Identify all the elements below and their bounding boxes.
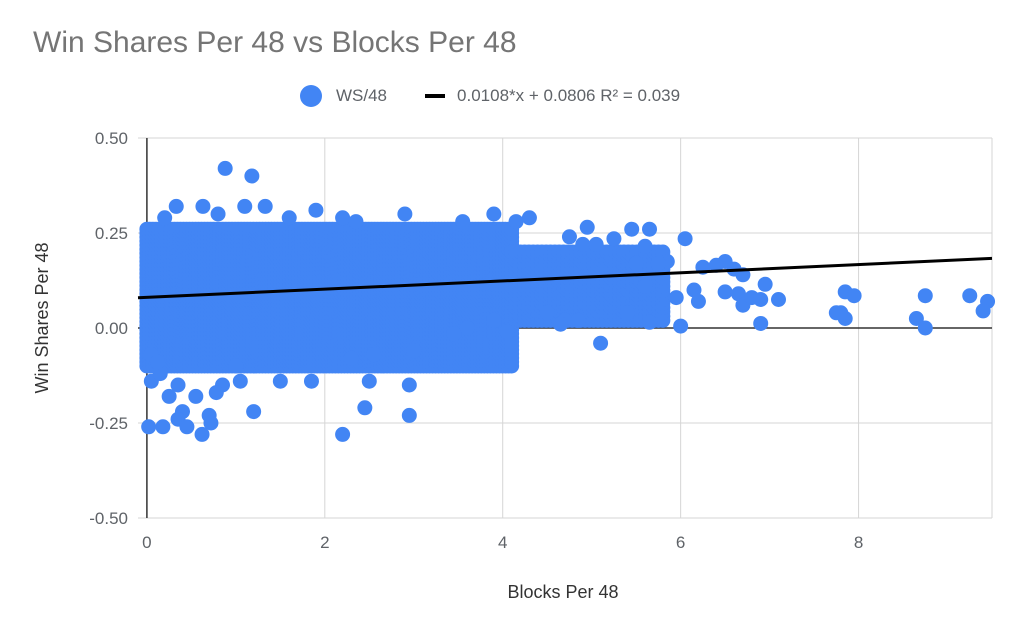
data-point (348, 214, 364, 230)
data-point (303, 373, 319, 389)
data-point (232, 373, 248, 389)
data-point (753, 292, 769, 307)
data-point (650, 255, 666, 271)
data-point (401, 407, 417, 423)
data-point (717, 284, 733, 300)
data-point (757, 276, 773, 292)
data-point (406, 343, 422, 359)
data-point (150, 354, 166, 370)
legend-label-ws48: WS/48 (336, 86, 388, 105)
data-point (244, 168, 260, 184)
data-point (642, 221, 658, 237)
chart-title: Win Shares Per 48 vs Blocks Per 48 (33, 26, 517, 59)
data-point (366, 347, 382, 363)
y-tick-label: 0.00 (95, 319, 128, 338)
data-point (141, 419, 157, 435)
data-point (335, 210, 351, 226)
x-tick-label: 0 (142, 533, 151, 552)
data-point (157, 210, 173, 226)
data-points (139, 160, 996, 442)
y-axis-title: Win Shares Per 48 (32, 242, 52, 393)
x-axis-title: Blocks Per 48 (507, 582, 618, 602)
data-point (539, 305, 555, 321)
data-point (228, 358, 244, 374)
data-point (188, 388, 204, 404)
data-point (397, 206, 413, 222)
data-point (401, 377, 417, 393)
data-point (361, 373, 377, 389)
legend-label-trendline: 0.0108*x + 0.0806 R² = 0.039 (457, 86, 681, 105)
data-point (570, 312, 586, 328)
data-point (155, 419, 171, 435)
data-point (521, 210, 537, 226)
data-point (637, 238, 653, 254)
data-point (486, 312, 502, 328)
x-tick-label: 8 (854, 533, 863, 552)
data-point (837, 311, 853, 326)
data-point (499, 324, 515, 340)
data-point (455, 214, 471, 230)
x-tick-label: 6 (676, 533, 685, 552)
data-point (917, 320, 933, 336)
data-point (917, 288, 933, 304)
data-point (962, 288, 978, 304)
data-point (217, 160, 233, 176)
data-point (606, 231, 622, 247)
data-point (628, 255, 644, 271)
data-point (335, 426, 351, 442)
data-point (446, 326, 462, 342)
data-point (668, 290, 684, 306)
data-point (272, 373, 288, 389)
data-point (281, 210, 297, 226)
data-point (553, 316, 569, 332)
data-point (575, 236, 591, 252)
data-point (344, 350, 359, 366)
data-point (357, 400, 373, 416)
x-tick-label: 2 (320, 533, 329, 552)
data-point (846, 288, 862, 304)
data-point (593, 335, 609, 351)
data-point (637, 278, 653, 294)
x-tick-label: 4 (498, 533, 507, 552)
y-tick-label: 0.25 (95, 224, 128, 243)
data-point (619, 305, 635, 321)
data-point (975, 303, 991, 319)
data-point (690, 293, 706, 309)
data-point (673, 318, 689, 334)
data-point (771, 292, 786, 307)
data-point (508, 214, 524, 230)
data-point (237, 198, 253, 214)
data-point (195, 198, 211, 214)
legend-marker-trendline (425, 94, 446, 98)
data-point (210, 206, 226, 222)
data-point (170, 377, 186, 393)
data-point (179, 419, 195, 435)
y-tick-label: 0.50 (95, 129, 128, 148)
data-point (194, 426, 210, 442)
data-point (561, 229, 577, 245)
data-point (579, 219, 595, 235)
data-point (486, 206, 502, 222)
legend-marker-ws48 (300, 85, 322, 107)
data-point (459, 320, 475, 336)
data-point (246, 404, 262, 420)
data-point (677, 231, 693, 247)
data-point (208, 385, 224, 401)
data-point (624, 221, 640, 237)
data-point (308, 202, 324, 218)
data-point (588, 236, 604, 252)
y-tick-label: -0.50 (89, 509, 128, 528)
data-point (168, 198, 184, 214)
data-point (753, 315, 769, 331)
y-tick-label: -0.25 (89, 414, 128, 433)
legend: WS/48 0.0108*x + 0.0806 R² = 0.039 (300, 83, 680, 109)
data-point (642, 314, 658, 330)
data-point (257, 198, 273, 214)
